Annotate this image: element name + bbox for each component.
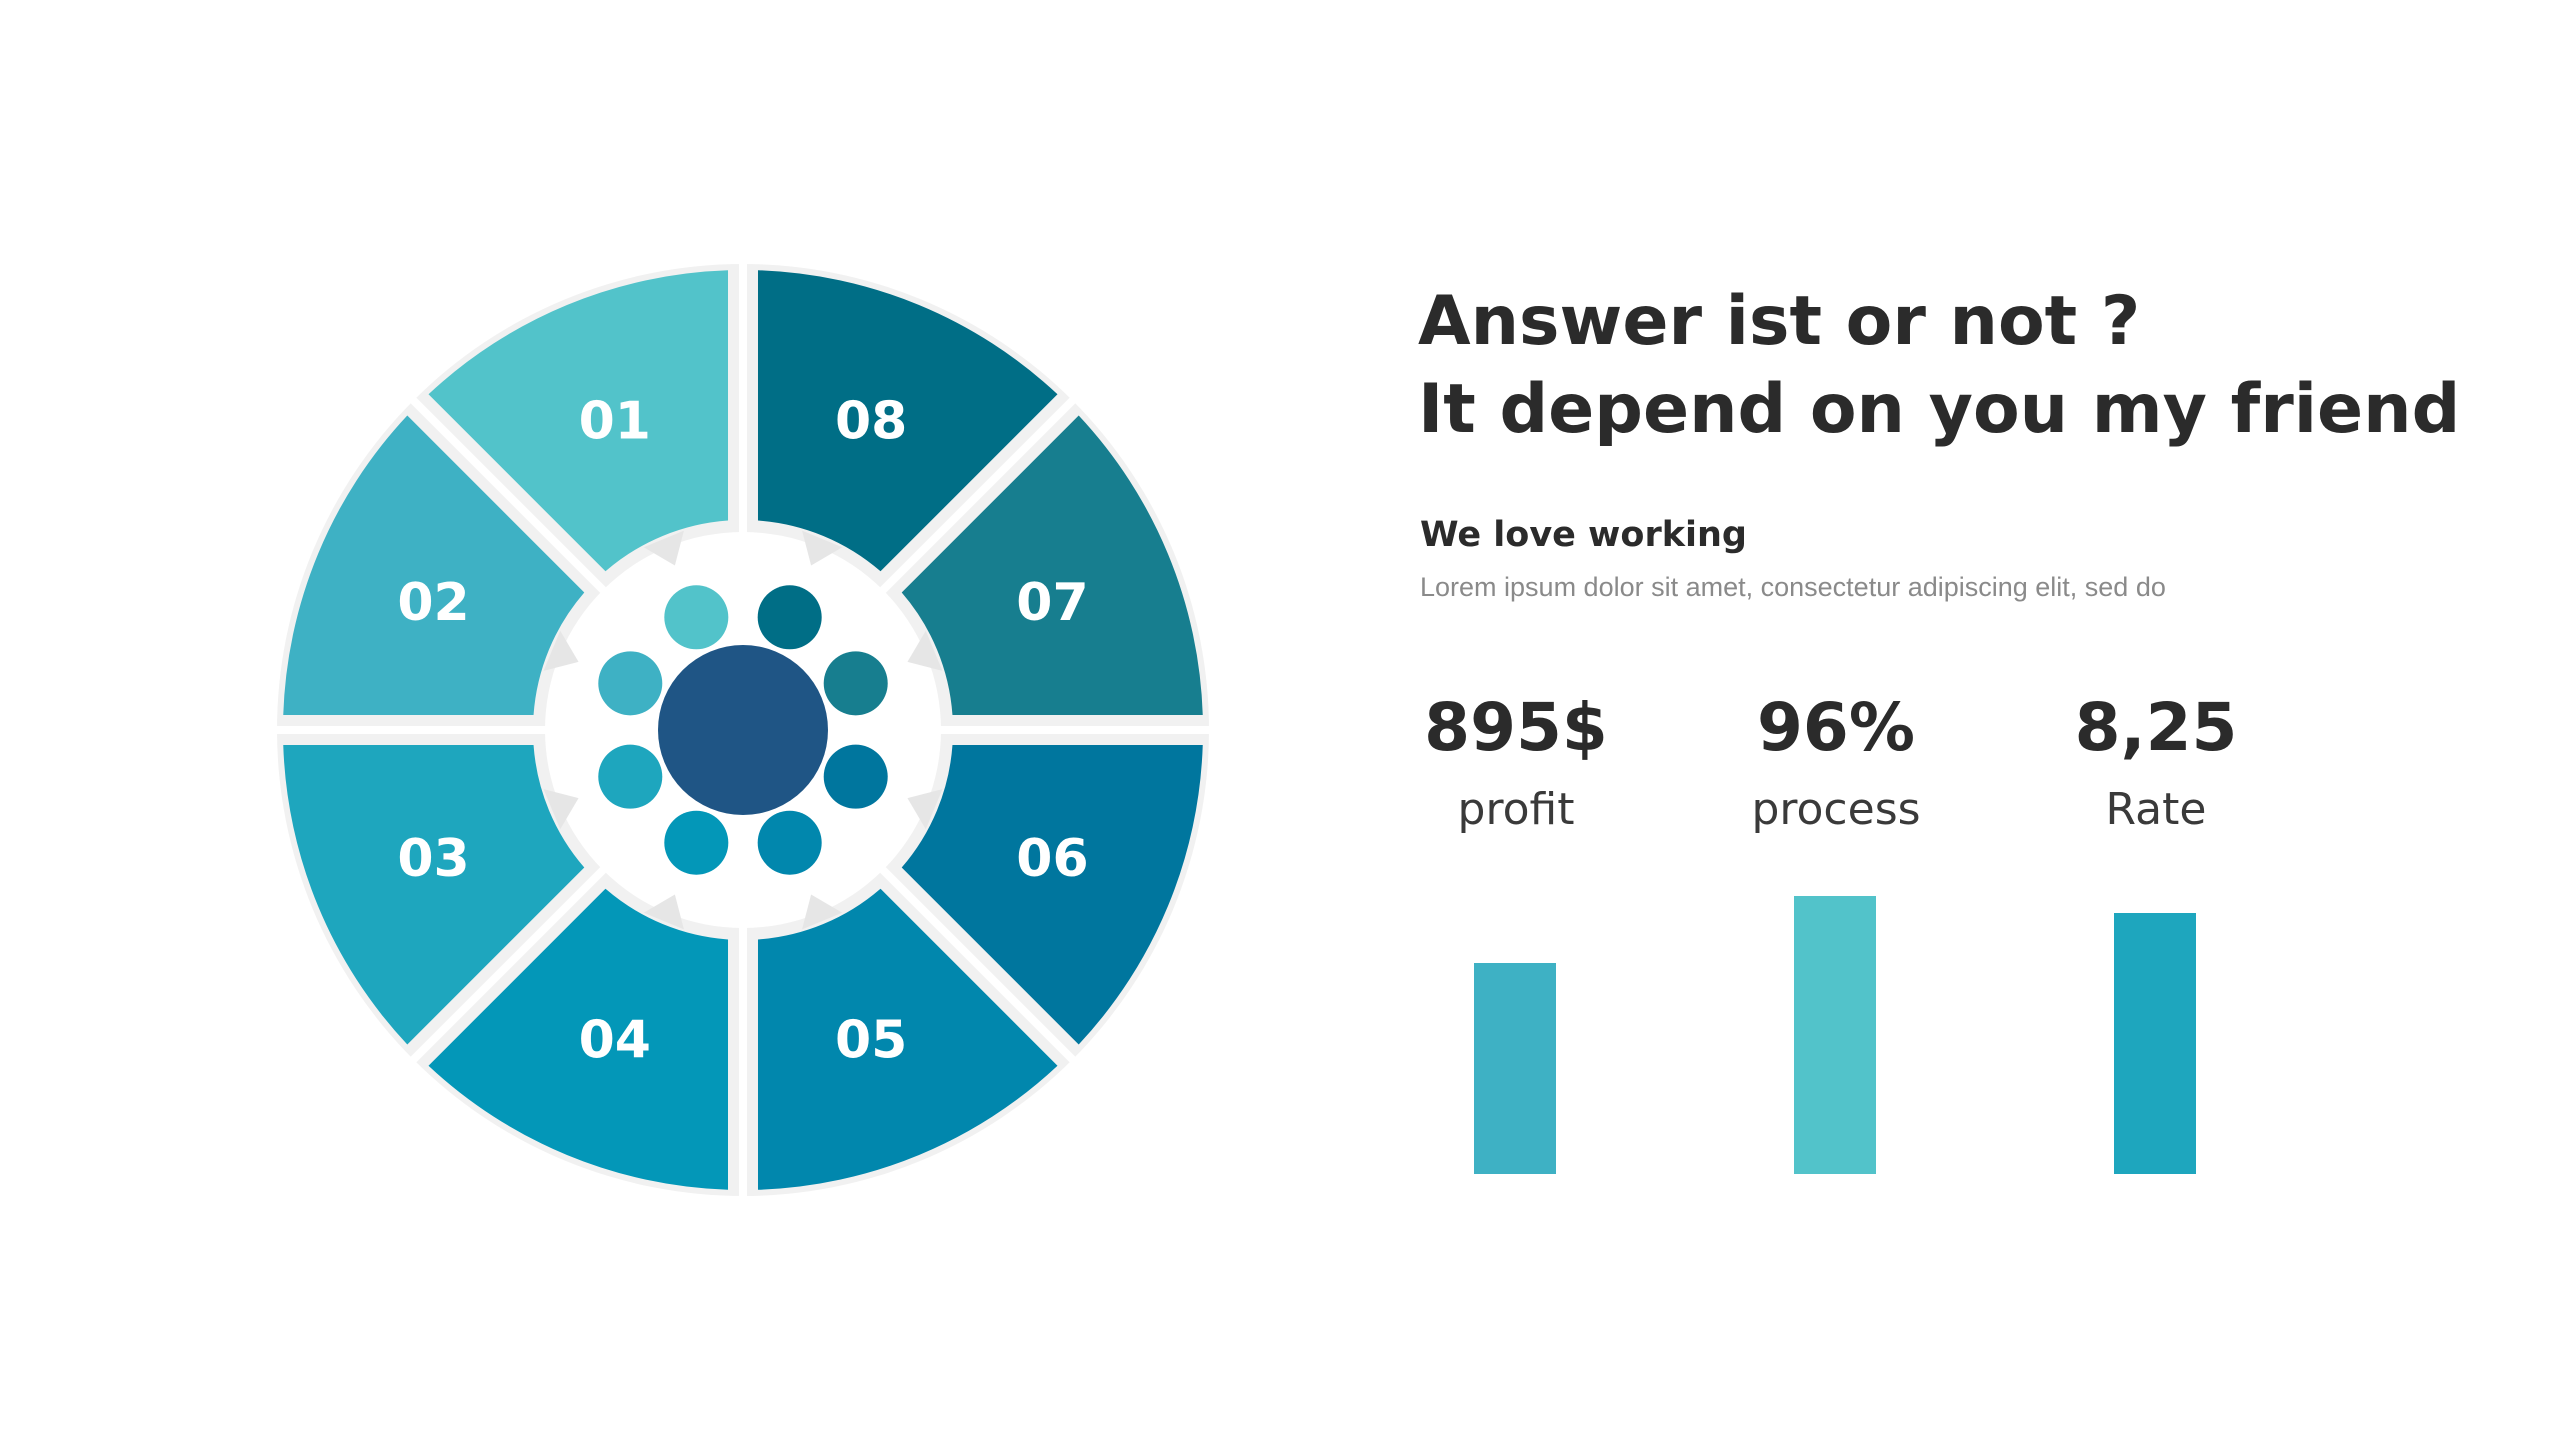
stat-label-process: process [1751,784,1921,835]
wheel-segment-label-03: 03 [397,829,469,889]
wheel-segment-label-04: 04 [579,1010,651,1070]
wheel-segment-02 [283,415,585,716]
segment-wheel: 01 02 03 04 05 06 07 08 [271,258,1215,1202]
wheel-segment-label-08: 08 [835,392,907,452]
wheel-pointer [907,789,943,830]
page-title: Answer ist or not ? It depend on you my … [1418,278,2518,454]
wheel-center-circle [658,645,828,815]
wheel-segment-06 [901,744,1203,1045]
stat-profit: 895$ profit [1356,688,1676,838]
stat-label-rate: Rate [2105,784,2207,835]
wheel-segment-label-06: 06 [1016,829,1088,889]
wheel-dot-08 [757,585,822,650]
wheel-segment-label-01: 01 [579,392,651,452]
stat-process: 96% process [1676,688,1996,838]
stat-value-process: 96% [1757,689,1915,766]
section-subtitle: We love working [1420,515,1747,555]
stat-rate: 8,25 Rate [1996,688,2316,838]
wheel-segment-05 [757,888,1058,1190]
wheel-segment-label-02: 02 [397,573,469,633]
wheel-center-dots [598,585,888,875]
wheel-dot-01 [664,585,729,650]
wheel-pointer [802,530,843,566]
wheel-pointer [802,894,843,930]
stat-value-rate: 8,25 [2074,689,2238,766]
stat-label-profit: profit [1457,784,1575,835]
wheel-pointer [907,630,943,671]
wheel-dot-07 [823,651,888,716]
wheel-dot-05 [757,810,822,875]
wheel-segments: 01 02 03 04 05 06 07 08 [283,270,1203,1190]
wheel-segment-03 [283,744,585,1045]
wheel-dot-04 [664,810,729,875]
wheel-segment-04 [428,888,729,1190]
wheel-pointer [543,630,579,671]
wheel-dot-02 [598,651,663,716]
title-line-2: It depend on you my friend [1418,370,2461,449]
wheel-pointer [543,789,579,830]
wheel-dot-03 [598,744,663,809]
wheel-segment-07 [901,415,1203,716]
stat-value-profit: 895$ [1424,689,1608,766]
wheel-segment-01 [428,270,729,572]
wheel-dot-06 [823,744,888,809]
wheel-segment-label-05: 05 [835,1010,907,1070]
bar-process [1794,896,1876,1174]
wheel-segment-label-07: 07 [1016,573,1088,633]
title-line-1: Answer ist or not ? [1418,282,2141,361]
wheel-segment-08 [757,270,1058,572]
bar-rate [2114,913,2196,1174]
bar-profit [1474,963,1556,1174]
wheel-pointer [643,530,684,566]
wheel-pointer [643,894,684,930]
description-text: Lorem ipsum dolor sit amet, consectetur … [1420,572,2166,602]
